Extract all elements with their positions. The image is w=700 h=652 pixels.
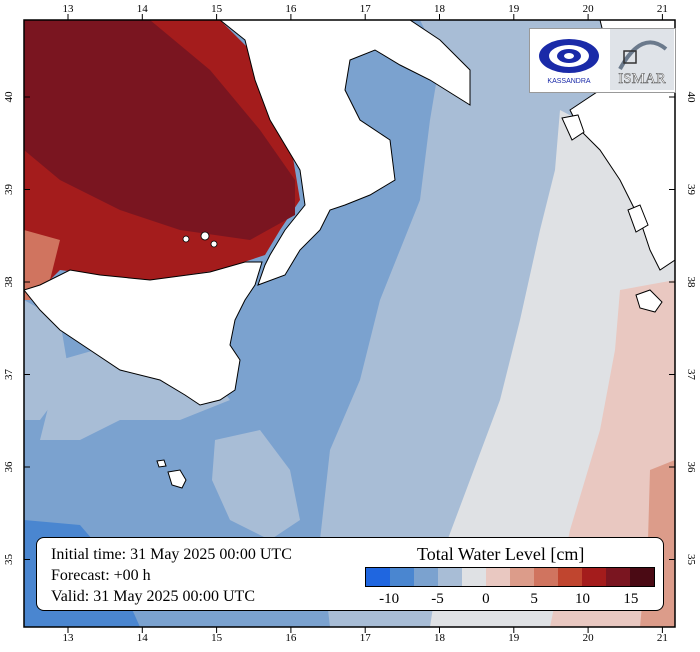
- legend-title: Total Water Level [cm]: [417, 544, 585, 564]
- land-island-kefalonia: [627, 204, 649, 233]
- initial-time-text: Initial time: 31 May 2025 00:00 UTC: [51, 546, 292, 563]
- svg-text:ISMAR: ISMAR: [618, 71, 666, 87]
- info-panel: Initial time: 31 May 2025 00:00 UTC Fore…: [36, 537, 664, 611]
- kassandra-logo: KASSANDRA: [539, 39, 599, 85]
- legend-swatch: [462, 568, 486, 586]
- land-southern-italy: [175, 20, 471, 286]
- lon-tick-label: 21: [657, 3, 668, 15]
- tyrrhenian-very-high: [24, 20, 295, 240]
- map-frame: [23, 19, 676, 628]
- legend-colorbar: [365, 567, 655, 587]
- lat-tick-label: 40: [685, 92, 697, 104]
- legend-swatch: [606, 568, 630, 586]
- lon-tick-label: 19: [508, 3, 520, 15]
- land-island-zakynthos: [635, 289, 663, 313]
- land-island-corfu: [561, 114, 585, 141]
- lon-tick-label: 17: [360, 632, 372, 644]
- legend-tick: 10: [575, 591, 590, 607]
- land-island-aeolian: [200, 231, 210, 241]
- lon-tick-label: 14: [137, 3, 149, 15]
- svg-text:KASSANDRA: KASSANDRA: [547, 78, 591, 85]
- legend-tick: 5: [530, 591, 538, 607]
- land-malta: [167, 469, 187, 489]
- legend-tick: 0: [482, 591, 490, 607]
- lat-tick-label: 38: [3, 276, 15, 288]
- land-island-aeolian-3: [182, 235, 190, 243]
- lat-tick-label: 40: [3, 91, 15, 103]
- lon-tick-label: 16: [285, 3, 297, 15]
- lon-tick-label: 19: [508, 632, 520, 644]
- legend-swatch: [438, 568, 462, 586]
- axis-ticks: 13 13 14 14 15 15 16 16 17 17 18 18 19 19 20 20 21 21 40 40…: [3, 3, 697, 644]
- legend-tick: -5: [431, 591, 444, 607]
- lon-tick-label: 16: [285, 632, 297, 644]
- legend-swatch: [534, 568, 558, 586]
- lon-tick-label: 15: [211, 3, 223, 15]
- logos-panel: KASSANDRA ISMAR: [529, 28, 676, 93]
- lat-tick-label: 37: [685, 369, 697, 381]
- lon-tick-label: 13: [63, 3, 75, 15]
- lat-tick-label: 35: [3, 554, 15, 566]
- forecast-text: Forecast: +00 h: [51, 567, 151, 584]
- legend-swatch: [390, 568, 414, 586]
- lat-tick-label: 38: [685, 277, 697, 289]
- land-gozo: [156, 459, 167, 468]
- lon-tick-label: 14: [137, 632, 149, 644]
- legend-swatch: [486, 568, 510, 586]
- lon-tick-label: 21: [657, 632, 668, 644]
- lon-tick-label: 17: [360, 3, 372, 15]
- legend-swatch: [414, 568, 438, 586]
- lat-tick-label: 37: [3, 369, 15, 381]
- legend-swatch: [582, 568, 606, 586]
- tyrrhenian-west-edge: [24, 230, 60, 300]
- lon-tick-label: 20: [583, 632, 595, 644]
- lat-tick-label: 36: [685, 462, 697, 474]
- valid-time-text: Valid: 31 May 2025 00:00 UTC: [51, 588, 255, 605]
- lon-tick-label: 18: [434, 632, 446, 644]
- legend-swatch: [366, 568, 390, 586]
- lat-tick-label: 35: [685, 554, 697, 566]
- legend-tick: -10: [379, 591, 400, 607]
- legend-tick: 15: [623, 591, 639, 607]
- lon-tick-label: 15: [211, 632, 223, 644]
- lon-tick-label: 13: [63, 632, 75, 644]
- sea-band-malta: [212, 430, 300, 540]
- lat-tick-label: 39: [685, 184, 697, 196]
- ismar-logo: ISMAR: [610, 29, 674, 90]
- lat-tick-label: 36: [3, 461, 15, 473]
- lon-tick-label: 20: [583, 3, 595, 15]
- land-sicily: [24, 261, 263, 406]
- legend-swatch: [510, 568, 534, 586]
- land-island-aeolian-2: [210, 240, 218, 248]
- legend-swatch: [558, 568, 582, 586]
- lat-tick-label: 39: [3, 184, 15, 196]
- lon-tick-label: 18: [434, 3, 446, 15]
- legend-swatch: [630, 568, 654, 586]
